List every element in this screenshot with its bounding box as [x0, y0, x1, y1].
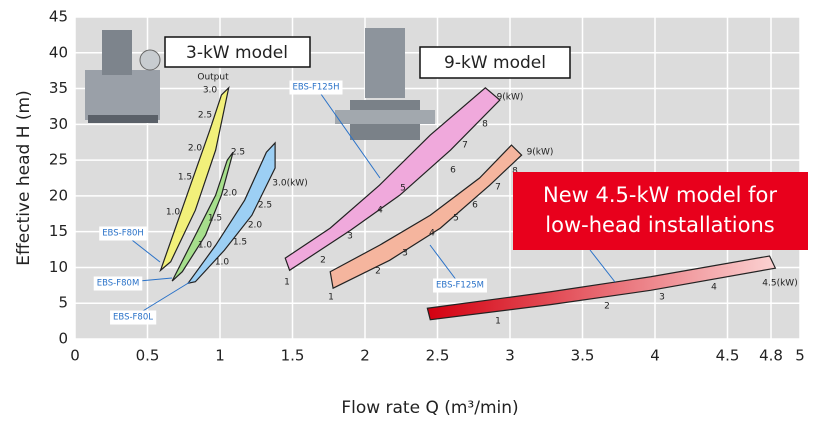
output-label: 2: [320, 256, 326, 266]
chart: 05101520253035404500.511.522.533.544.54.…: [0, 0, 813, 423]
y-tick-label: 20: [49, 186, 68, 204]
output-label: 7: [462, 141, 468, 151]
x-tick-label: 0.5: [136, 347, 160, 365]
highlight-text: New 4.5-kW model for: [543, 183, 777, 207]
annotation: 9-kW model: [444, 53, 546, 73]
output-label: 1: [284, 278, 290, 288]
y-tick-label: 30: [49, 115, 68, 133]
model-name: EBS-F125H: [292, 83, 339, 93]
x-tick-label: 3: [505, 347, 515, 365]
x-tick-label: 2.5: [426, 347, 450, 365]
output-label: 6: [450, 166, 456, 176]
output-label: 1.0: [166, 208, 181, 218]
x-tick-label: 3.5: [571, 347, 595, 365]
highlight-text: low-head installations: [545, 213, 774, 237]
output-label: 1.5: [178, 173, 192, 183]
model-name: EBS-F80H: [102, 229, 144, 239]
output-label: 3: [659, 293, 665, 303]
output-label: 3.0: [203, 86, 218, 96]
x-tick-label: 5: [795, 347, 805, 365]
output-label: 1: [328, 293, 334, 303]
output-label: 1.5: [208, 214, 222, 224]
x-tick-label: 2: [360, 347, 370, 365]
output-label: 8: [482, 120, 488, 130]
output-label: 2.0: [223, 189, 238, 199]
output-label: 3: [347, 232, 353, 242]
output-label: 5: [400, 184, 406, 194]
output-label: 7: [495, 183, 501, 193]
output-label: 2.5: [231, 148, 245, 158]
x-tick-label: 4: [650, 347, 660, 365]
output-label: 2: [604, 302, 610, 312]
y-tick-label: 5: [58, 294, 68, 312]
output-label: 2.5: [198, 111, 212, 121]
output-label: 3.0(kW): [272, 179, 307, 189]
y-tick-label: 25: [49, 151, 68, 169]
output-label: 6: [472, 201, 478, 211]
y-tick-label: 15: [49, 222, 68, 240]
output-label: 9(kW): [497, 93, 524, 103]
model-name: EBS-F125M: [436, 281, 484, 291]
output-label: 5: [453, 214, 459, 224]
y-tick-label: 10: [49, 258, 68, 276]
model-name: EBS-F80M: [97, 279, 140, 289]
x-axis-label: Flow rate Q (m³/min): [341, 398, 518, 418]
y-axis-label: Effective head H (m): [14, 90, 34, 265]
annotation: 3-kW model: [186, 43, 288, 63]
output-label: 2: [375, 267, 381, 277]
output-label: 1.5: [233, 238, 247, 248]
y-tick-label: 45: [49, 8, 68, 26]
output-label: 4: [429, 229, 435, 239]
x-tick-label: 4.8: [759, 347, 783, 365]
output-label: 4: [711, 283, 717, 293]
x-tick-label: 1: [215, 347, 225, 365]
x-tick-label: 4.5: [716, 347, 740, 365]
output-title: Output: [197, 73, 229, 83]
y-tick-label: 35: [49, 79, 68, 97]
output-label: 4: [377, 206, 383, 216]
y-tick-label: 40: [49, 43, 68, 61]
x-tick-label: 0: [70, 347, 80, 365]
y-tick-label: 0: [58, 330, 68, 348]
output-label: 2.0: [248, 221, 263, 231]
output-label: 1: [495, 317, 501, 327]
output-label: 3: [402, 249, 408, 259]
output-label: 1.0: [215, 258, 230, 268]
model-name: EBS-F80L: [113, 313, 153, 323]
output-label: 4.5(kW): [762, 279, 797, 289]
output-label: 9(kW): [527, 148, 554, 158]
output-label: 2.5: [258, 201, 272, 211]
output-label: 1.0: [198, 241, 213, 251]
output-label: 2.0: [188, 144, 203, 154]
x-tick-label: 1.5: [281, 347, 305, 365]
